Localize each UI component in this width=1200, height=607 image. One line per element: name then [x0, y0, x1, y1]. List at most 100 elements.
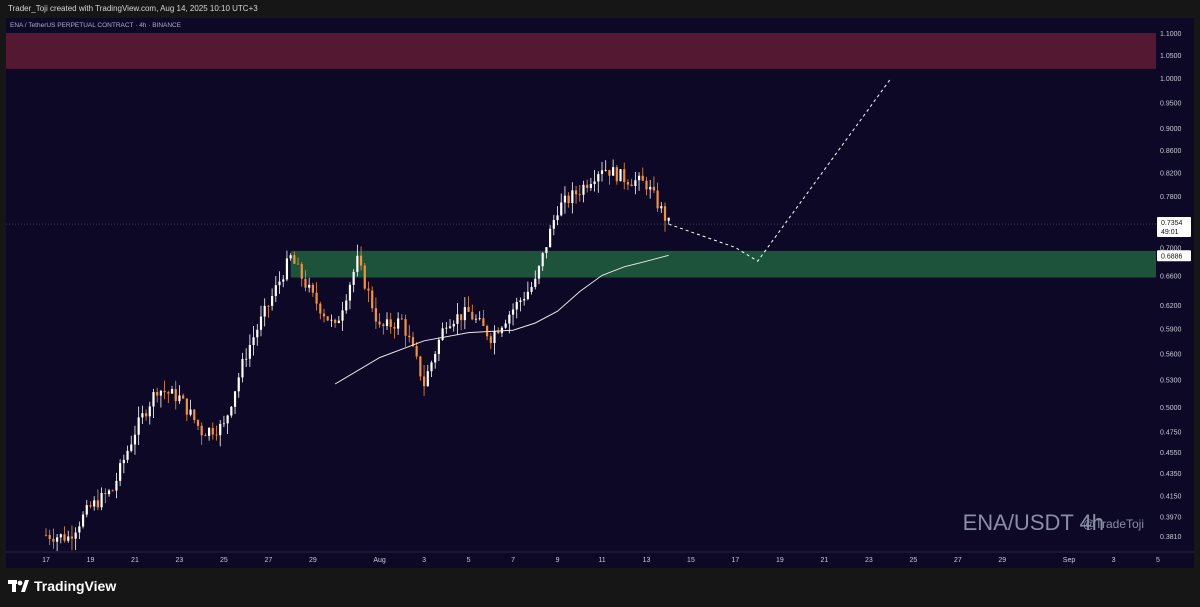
tradingview-logo[interactable]: TradingView [8, 578, 116, 594]
x-tick-label: 7 [511, 557, 515, 564]
symbol-title: ENA / TetherUS PERPETUAL CONTRACT · 4h ·… [10, 22, 182, 29]
candle-body [63, 534, 66, 541]
candle-body [274, 285, 277, 297]
candle-body [259, 316, 263, 330]
candle-body [448, 326, 452, 328]
candle-body [107, 490, 111, 495]
candle-body [393, 326, 396, 329]
candle-body [615, 167, 618, 182]
countdown-label: 49:01 [1161, 229, 1179, 236]
candle-body [334, 319, 337, 323]
candle-body [159, 390, 163, 396]
candle-body [526, 291, 529, 300]
y-tick-label: 0.4550 [1160, 450, 1182, 457]
watermark: ENA/USDT 4h [962, 510, 1104, 535]
candle-body [411, 337, 415, 347]
candle-body [70, 536, 74, 539]
y-tick-label: 0.4150 [1160, 494, 1182, 501]
y-tick-label: 0.9000 [1160, 126, 1182, 133]
candle-body [363, 265, 366, 289]
candle-body [233, 391, 237, 407]
candle-body [430, 362, 433, 372]
candle-body [667, 217, 670, 221]
candle-body [419, 356, 422, 377]
candle-body [452, 323, 455, 327]
candle-body [104, 492, 107, 495]
candle-body [193, 409, 196, 421]
candle-body [304, 278, 307, 288]
candle-body [341, 310, 344, 321]
last-price-label: 0.7354 [1161, 220, 1183, 227]
candle-body [478, 318, 481, 320]
candle-body [437, 339, 441, 354]
candle-body [652, 186, 655, 191]
candle-body [300, 264, 303, 279]
candle-body [626, 182, 630, 185]
candle-body [293, 255, 296, 264]
candle-body [582, 184, 585, 195]
candle-body [267, 305, 270, 307]
candle-body [560, 202, 563, 216]
candle-body [482, 318, 485, 327]
candle-body [541, 252, 544, 267]
candle-body [219, 423, 222, 436]
candle-body [144, 413, 148, 417]
y-tick-label: 0.8200 [1160, 170, 1182, 177]
candle-body [641, 175, 644, 181]
candle-body [511, 309, 515, 315]
candle-body [133, 434, 137, 445]
demand-zone [290, 250, 1156, 278]
candle-body [474, 318, 478, 320]
candle-body [315, 292, 318, 304]
candle-body [271, 296, 274, 306]
candle-body [278, 281, 281, 286]
candle-body [397, 318, 400, 329]
y-tick-label: 0.7000 [1160, 245, 1182, 252]
price-chart[interactable]: 1.1000 1.0500 1.0000 0.9500 0.9000 0.8600 0.82… [6, 18, 1194, 568]
candle-body [230, 406, 233, 416]
candle-body [81, 514, 85, 527]
candle-body [408, 335, 411, 338]
x-tick-label: 19 [87, 557, 95, 564]
candle-body [215, 434, 218, 436]
candle-body [119, 463, 122, 481]
candle-body [337, 320, 340, 323]
candle-body [348, 284, 352, 301]
candle-body [137, 417, 140, 435]
candle-body [612, 167, 615, 176]
candle-body [122, 459, 125, 464]
y-tick-label: 0.4350 [1160, 471, 1182, 478]
candle-body [182, 395, 185, 399]
candle-body [359, 255, 363, 266]
y-tick-label: 0.5600 [1160, 351, 1182, 358]
candle-body [574, 190, 578, 195]
candle-body [549, 228, 552, 248]
candle-body [623, 169, 626, 183]
chart-area[interactable]: 1.1000 1.0500 1.0000 0.9500 0.9000 0.8600 0.82… [6, 18, 1194, 568]
candle-body [356, 255, 359, 272]
y-tick-label: 1.1000 [1160, 31, 1182, 38]
candle-body [308, 284, 311, 288]
x-tick-label: 25 [220, 557, 228, 564]
candle-body [367, 288, 370, 291]
candle-body [196, 420, 200, 426]
candle-body [85, 505, 88, 515]
x-tick-label: 29 [309, 557, 317, 564]
y-tick-label: 0.3970 [1160, 515, 1182, 522]
x-tick-label: 23 [176, 557, 184, 564]
candle-body [445, 327, 448, 329]
author-line: Trader_Toji created with TradingView.com… [0, 0, 1200, 18]
candle-body [163, 390, 166, 393]
candle-body [130, 444, 133, 451]
y-tick-label: 1.0000 [1160, 76, 1182, 83]
x-tick-label: 3 [422, 557, 426, 564]
candle-body [556, 215, 559, 221]
candle-body [497, 331, 500, 334]
x-tick-label: 17 [42, 557, 50, 564]
candle-body [471, 311, 474, 320]
x-tick-label: 3 [1112, 557, 1116, 564]
candle-body [241, 359, 244, 378]
candle-body [256, 329, 259, 338]
candle-body [467, 307, 470, 312]
candle-body [111, 490, 114, 492]
